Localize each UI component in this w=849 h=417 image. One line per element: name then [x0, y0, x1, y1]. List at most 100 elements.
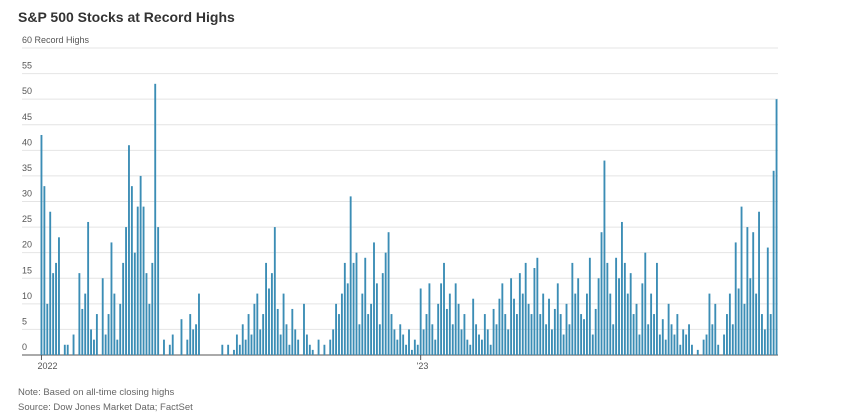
- bar: [556, 283, 559, 355]
- bar: [393, 329, 396, 355]
- bar: [737, 288, 740, 355]
- bar: [437, 303, 440, 355]
- bar: [495, 324, 498, 355]
- bar: [586, 293, 588, 355]
- bar: [49, 211, 52, 355]
- bar: [340, 293, 343, 355]
- bar: [629, 273, 632, 355]
- y-tick-label: 50: [22, 86, 32, 96]
- bar: [580, 314, 583, 355]
- y-tick-label: 55: [22, 61, 32, 71]
- bar: [154, 83, 157, 356]
- bar: [422, 329, 425, 355]
- bar: [448, 293, 451, 355]
- bar: [632, 314, 635, 355]
- bar: [361, 293, 364, 355]
- bar: [550, 329, 553, 355]
- bar: [457, 303, 460, 355]
- bar: [647, 324, 650, 355]
- bar: [486, 329, 489, 355]
- bar: [355, 252, 358, 355]
- bar: [198, 293, 200, 355]
- bar: [305, 334, 308, 355]
- bar: [90, 329, 92, 355]
- bar: [597, 278, 600, 355]
- bar: [772, 170, 775, 355]
- bar: [317, 339, 320, 355]
- bar: [378, 324, 381, 355]
- bar: [46, 303, 49, 355]
- bar: [726, 314, 728, 355]
- bar: [565, 303, 568, 355]
- bar: [171, 334, 174, 355]
- bar: [521, 293, 524, 355]
- bar: [163, 339, 165, 355]
- bar: [591, 334, 594, 355]
- bar: [294, 329, 297, 355]
- bar: [151, 262, 154, 355]
- bar: [588, 257, 591, 355]
- bar: [250, 334, 253, 355]
- bar: [691, 344, 693, 355]
- bar: [364, 257, 367, 355]
- bar: [545, 324, 548, 355]
- bar: [752, 232, 755, 355]
- y-tick-label: 40: [22, 137, 32, 147]
- bar: [758, 211, 760, 355]
- bar: [253, 303, 256, 355]
- bar: [311, 349, 314, 355]
- bar: [612, 324, 615, 355]
- bar: [594, 308, 597, 355]
- y-tick-label: 25: [22, 214, 32, 224]
- bar: [609, 293, 612, 355]
- bar: [553, 308, 556, 355]
- bar: [533, 268, 536, 355]
- bar: [676, 314, 679, 355]
- bar: [119, 303, 122, 355]
- bar: [571, 262, 574, 355]
- bar: [285, 324, 288, 355]
- bar: [104, 334, 107, 355]
- bar: [740, 206, 743, 355]
- bar: [667, 303, 670, 355]
- bar: [186, 339, 189, 355]
- y-tick-label: 30: [22, 189, 32, 199]
- bar: [399, 324, 402, 355]
- bar: [688, 324, 690, 355]
- bar: [270, 273, 273, 355]
- bar: [58, 237, 60, 355]
- bar: [536, 257, 539, 355]
- bar: [568, 324, 571, 355]
- bar: [539, 314, 542, 355]
- bar: [600, 232, 603, 355]
- bar: [40, 134, 43, 355]
- bar: [303, 303, 305, 355]
- bar: [297, 339, 300, 355]
- bar: [466, 339, 469, 355]
- bar: [410, 349, 413, 355]
- bar: [282, 293, 285, 355]
- bar: [291, 308, 294, 355]
- bar: [262, 314, 265, 355]
- bar: [440, 283, 443, 355]
- bar: [390, 314, 393, 355]
- bar: [763, 329, 766, 355]
- bar: [396, 339, 399, 355]
- bar: [256, 293, 259, 355]
- bar: [139, 175, 142, 355]
- bar: [562, 334, 565, 355]
- bar: [332, 329, 335, 355]
- bar: [483, 314, 486, 355]
- bar: [524, 262, 527, 355]
- bar: [133, 252, 136, 355]
- bar: [661, 319, 664, 355]
- bar: [650, 293, 653, 355]
- bar: [478, 334, 480, 355]
- bar: [136, 206, 139, 355]
- bar: [472, 298, 475, 355]
- bar: [504, 314, 507, 355]
- chart-title: S&P 500 Stocks at Record Highs: [18, 9, 235, 25]
- bar: [413, 339, 416, 355]
- bar: [268, 288, 270, 355]
- bar: [122, 262, 125, 355]
